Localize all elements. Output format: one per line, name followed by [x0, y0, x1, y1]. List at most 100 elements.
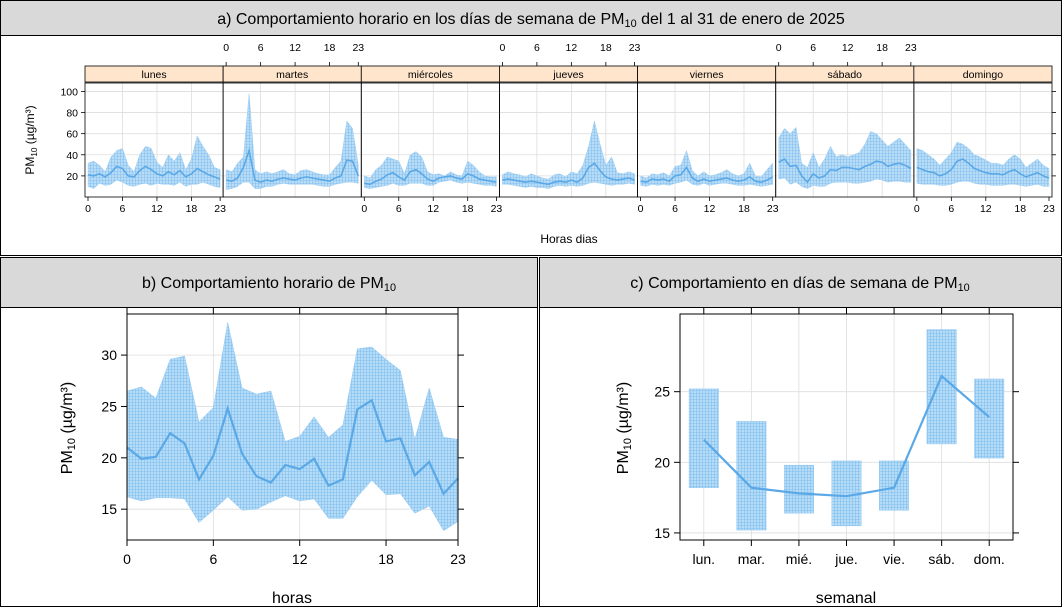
y-tick-label: 15 [101, 501, 117, 517]
x-tick-label: 6 [810, 42, 816, 54]
line-domingo [916, 158, 1050, 179]
x-tick-label: 12 [980, 203, 992, 215]
ci-box [736, 421, 767, 531]
strip-label: lunes [142, 69, 167, 81]
strip-label: miércoles [408, 69, 453, 81]
x-tick-label: 0 [223, 42, 229, 54]
strip-label: martes [276, 69, 308, 81]
x-tick-label: mié. [786, 551, 812, 567]
x-tick-label: 23 [450, 551, 466, 567]
strip-label: domingo [963, 69, 1003, 81]
panel-a-ylabel: PM10 (µg/m³) [23, 105, 39, 174]
band-sábado [778, 126, 912, 189]
x-tick-label: dom. [974, 551, 1005, 567]
y-tick-label: 15 [654, 525, 670, 541]
x-tick-label: 6 [258, 42, 264, 54]
x-tick-label: mar. [738, 551, 765, 567]
band-miércoles [364, 151, 497, 189]
panel-c-plot: lun. mar. mié. jue. vie. sáb. dom. 15 20 25 [654, 308, 1019, 567]
plot-border [126, 313, 459, 541]
panel-b-ylabel: PM10 (µg/m³) [59, 382, 78, 474]
panel-a-title: a) Comportamiento horario en los días de… [217, 11, 845, 30]
ci-box [974, 378, 1005, 459]
line-sábado [778, 157, 912, 184]
x-tick-label: 12 [289, 42, 301, 54]
x-tick-label: 12 [842, 42, 854, 54]
panel-a-plot: lunes 0 6 12 18 23 martes 0 6 12 18 23 miércoles 0 6 12… [60, 42, 1056, 215]
x-tick-label: 12 [566, 42, 578, 54]
line-weekday-mean [703, 374, 990, 498]
x-tick-label: 0 [638, 203, 644, 215]
panel-border [913, 82, 1053, 198]
strip-label: sábado [828, 69, 863, 81]
x-tick-label: vie. [883, 551, 905, 567]
x-tick-label: 18 [186, 203, 198, 215]
x-tick-label: 0 [85, 203, 91, 215]
panel-a-header [0, 0, 1062, 36]
x-tick-label: 18 [1014, 203, 1026, 215]
panel-b-header [0, 257, 538, 308]
x-tick-label: 6 [948, 203, 954, 215]
x-tick-label: 0 [123, 551, 131, 567]
band-martes [225, 93, 359, 190]
ci-box [783, 464, 814, 514]
y-tick-label: 100 [60, 86, 78, 98]
y-tick-label: 20 [66, 171, 78, 183]
line-martes [225, 147, 360, 184]
x-tick-label: 0 [500, 42, 506, 54]
x-tick-label: 18 [378, 551, 394, 567]
panel-a-xlabel: Horas dias [540, 232, 597, 246]
panel-b-title: b) Comportamiento horario de PM10 [142, 275, 396, 294]
line-hourly-mean [126, 398, 459, 496]
x-tick-label: 6 [672, 203, 678, 215]
x-tick-label: 12 [427, 203, 439, 215]
y-tick-label: 60 [66, 129, 78, 141]
y-tick-label: 30 [101, 347, 117, 363]
x-tick-label: 6 [534, 42, 540, 54]
x-tick-label: 18 [600, 42, 612, 54]
x-tick-label: 23 [1043, 203, 1055, 215]
y-tick-label: 20 [101, 450, 117, 466]
panel-c: c) Comportamiento en días de semana de P… [539, 257, 1062, 607]
x-tick-label: 0 [776, 42, 782, 54]
x-tick-label: lun. [692, 551, 715, 567]
line-viernes [640, 165, 774, 184]
x-tick-label: 0 [914, 203, 920, 215]
y-tick-label: 25 [654, 384, 670, 400]
ci-box [926, 329, 957, 445]
strip-label: viernes [690, 69, 724, 81]
y-tick-label: 80 [66, 108, 78, 120]
x-tick-label: 18 [876, 42, 888, 54]
line-jueves [502, 162, 635, 186]
x-tick-label: 18 [738, 203, 750, 215]
ci-box [688, 388, 719, 488]
x-tick-label: 23 [767, 203, 779, 215]
x-tick-label: 6 [396, 203, 402, 215]
x-tick-label: 23 [629, 42, 641, 54]
panel-b-xlabel: horas [272, 590, 312, 607]
x-tick-label: 6 [120, 203, 126, 215]
x-tick-label: 6 [209, 551, 217, 567]
band-domingo [916, 141, 1050, 187]
x-tick-label: 12 [704, 203, 716, 215]
x-tick-label: sáb. [928, 551, 954, 567]
x-tick-label: 23 [491, 203, 503, 215]
x-tick-label: 18 [462, 203, 474, 215]
x-tick-label: 23 [352, 42, 364, 54]
x-tick-label: 12 [292, 551, 308, 567]
panel-c-ylabel: PM10 (µg/m³) [615, 382, 634, 474]
x-tick-label: 23 [214, 203, 226, 215]
strip-label: jueves [552, 69, 583, 81]
panel-c-header [539, 257, 1062, 308]
x-tick-label: 18 [324, 42, 336, 54]
x-tick-label: jue. [834, 551, 858, 567]
y-tick-label: 40 [66, 150, 78, 162]
panel-c-xlabel: semanal [816, 590, 876, 607]
y-tick-label: 25 [101, 398, 117, 414]
line-miércoles [364, 168, 497, 186]
panel-a: a) Comportamiento horario en los días de… [0, 0, 1062, 256]
panel-b: b) Comportamiento horario de PM10 0 6 12 18… [0, 257, 538, 607]
panel-c-title: c) Comportamiento en días de semana de P… [630, 275, 969, 294]
panel-b-plot: 0 6 12 18 23 15 20 25 30 [101, 308, 466, 567]
x-tick-label: 0 [361, 203, 367, 215]
